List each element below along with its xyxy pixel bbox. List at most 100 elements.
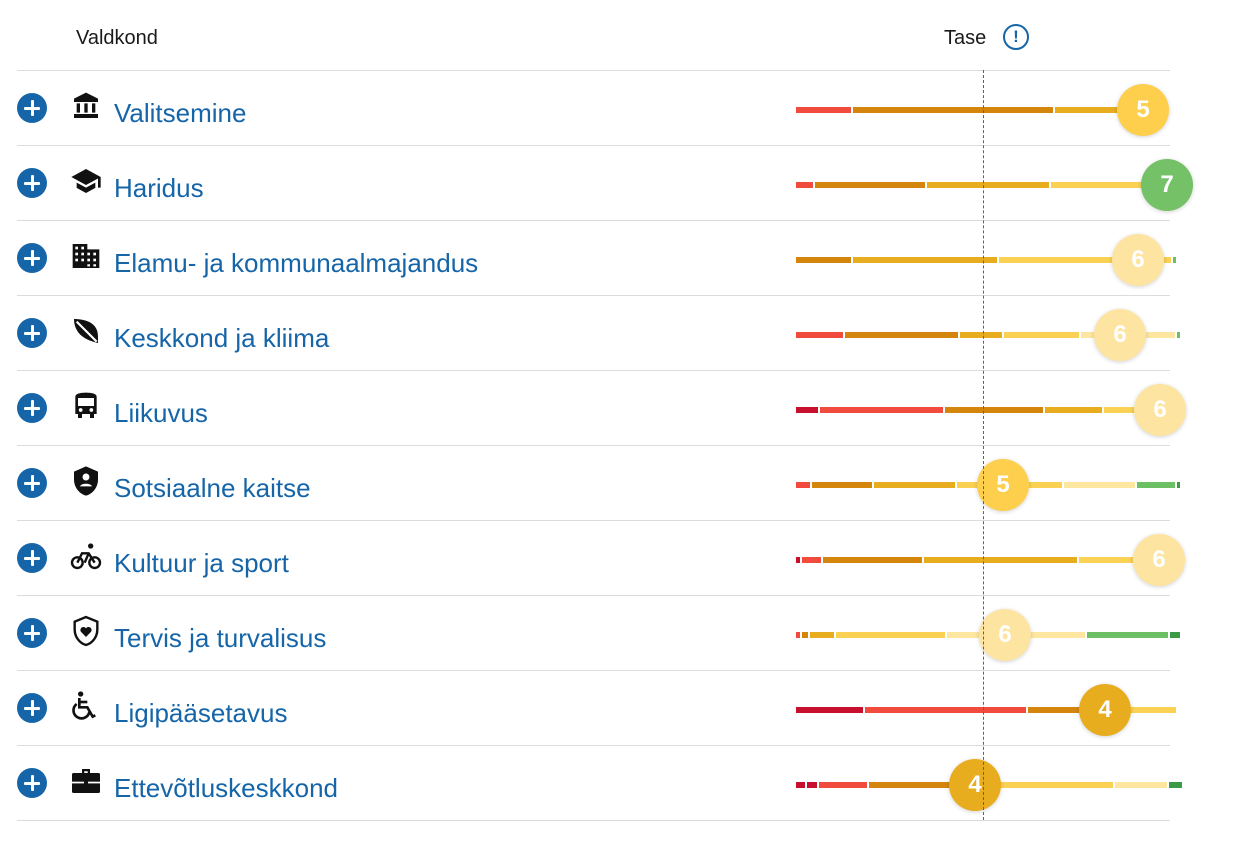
domain-label[interactable]: Valitsemine — [114, 98, 247, 128]
table-header: Valdkond Tase ! — [0, 0, 1249, 70]
bar-segment — [960, 332, 1002, 338]
domain-label[interactable]: Liikuvus — [114, 398, 208, 428]
column-header-domain: Valdkond — [76, 27, 158, 49]
bar-segment — [812, 482, 872, 488]
distribution-bar — [796, 557, 1178, 563]
bar-segment — [967, 782, 1113, 788]
table-row: Keskkond ja kliima 6 — [17, 296, 1180, 371]
shield-person-icon — [70, 465, 102, 497]
bar-segment — [1064, 482, 1135, 488]
government-building-icon — [70, 90, 102, 122]
bar-segment — [802, 632, 808, 638]
bar-segment — [1087, 632, 1168, 638]
bar-segment — [796, 782, 805, 788]
bar-segment — [869, 782, 965, 788]
bar-segment — [796, 407, 818, 413]
bar-segment — [1173, 257, 1176, 263]
expand-row-button[interactable] — [17, 543, 47, 573]
score-badge[interactable]: 5 — [977, 459, 1029, 511]
bar-segment — [1170, 632, 1180, 638]
expand-row-button[interactable] — [17, 618, 47, 648]
graduation-cap-icon — [70, 165, 102, 197]
domain-label[interactable]: Ligipääsetavus — [114, 698, 288, 728]
score-badge[interactable]: 6 — [1112, 234, 1164, 286]
bar-segment — [1182, 632, 1184, 638]
table-row: Haridus 7 — [17, 146, 1193, 221]
bar-segment — [999, 257, 1171, 263]
info-icon[interactable]: ! — [1003, 24, 1029, 50]
briefcase-icon — [70, 765, 102, 797]
bar-segment — [807, 782, 817, 788]
bar-segment — [815, 182, 925, 188]
domain-label[interactable]: Keskkond ja kliima — [114, 323, 330, 353]
bar-segment — [927, 182, 1049, 188]
score-badge[interactable]: 6 — [1133, 534, 1185, 586]
shield-heart-icon — [70, 615, 102, 647]
bar-segment — [796, 257, 851, 263]
bar-segment — [1055, 107, 1135, 113]
bar-segment — [796, 482, 810, 488]
bar-segment — [1045, 407, 1102, 413]
bar-segment — [1110, 707, 1176, 713]
domain-label[interactable]: Tervis ja turvalisus — [114, 623, 327, 653]
table-row: Tervis ja turvalisus 6 — [17, 596, 1184, 671]
expand-row-button[interactable] — [17, 168, 47, 198]
domain-label[interactable]: Haridus — [114, 173, 204, 203]
bus-icon — [70, 390, 102, 422]
score-badge[interactable]: 5 — [1117, 84, 1169, 136]
expand-row-button[interactable] — [17, 243, 47, 273]
table-row: Liikuvus 6 — [17, 371, 1186, 446]
score-badge[interactable]: 6 — [1134, 384, 1186, 436]
expand-row-button[interactable] — [17, 693, 47, 723]
expand-row-button[interactable] — [17, 318, 47, 348]
distribution-bar — [796, 707, 1176, 713]
expand-row-button[interactable] — [17, 768, 47, 798]
score-badge[interactable]: 4 — [949, 759, 1001, 811]
bar-segment — [1004, 332, 1079, 338]
table-row: Kultuur ja sport 6 — [17, 521, 1185, 596]
wheelchair-icon — [70, 690, 102, 722]
expand-row-button[interactable] — [17, 93, 47, 123]
bar-segment — [823, 557, 922, 563]
score-badge[interactable]: 6 — [1094, 309, 1146, 361]
bar-segment — [1028, 707, 1108, 713]
domain-table: Valitsemine 5 Haridus 7 Elamu- ja kommunaalm… — [17, 70, 1193, 821]
domain-label[interactable]: Ettevõtluskeskkond — [114, 773, 339, 803]
domain-label[interactable]: Sotsiaalne kaitse — [114, 473, 311, 503]
bar-segment — [796, 107, 851, 113]
distribution-bar — [796, 257, 1176, 263]
apartment-building-icon — [70, 240, 102, 272]
bar-segment — [853, 257, 997, 263]
expand-row-button[interactable] — [17, 393, 47, 423]
bar-segment — [796, 332, 843, 338]
bar-segment — [796, 707, 863, 713]
distribution-bar — [796, 782, 1182, 788]
score-badge[interactable]: 4 — [1079, 684, 1131, 736]
bar-segment — [796, 632, 800, 638]
bar-segment — [845, 332, 958, 338]
score-badge[interactable]: 7 — [1141, 159, 1193, 211]
bar-segment — [1177, 482, 1180, 488]
table-row: Ligipääsetavus 4 — [17, 671, 1176, 746]
bar-segment — [836, 632, 945, 638]
bar-segment — [810, 632, 834, 638]
bar-segment — [1137, 482, 1175, 488]
domain-label[interactable]: Elamu- ja kommunaalmajandus — [114, 248, 479, 278]
leaf-icon — [70, 315, 102, 347]
table-row: Sotsiaalne kaitse 5 — [17, 446, 1180, 521]
bar-segment — [1079, 557, 1178, 563]
column-header-level: Tase — [944, 27, 987, 49]
bicycle-icon — [70, 540, 102, 572]
expand-row-button[interactable] — [17, 468, 47, 498]
table-row: Ettevõtluskeskkond 4 — [17, 746, 1182, 821]
bar-segment — [796, 557, 800, 563]
table-row: Valitsemine 5 — [17, 71, 1170, 146]
bar-segment — [819, 782, 867, 788]
bar-segment — [865, 707, 1026, 713]
average-reference-line — [983, 70, 984, 820]
bar-segment — [1115, 782, 1167, 788]
bar-segment — [874, 482, 955, 488]
bar-segment — [1169, 782, 1182, 788]
score-badge[interactable]: 6 — [979, 609, 1031, 661]
domain-label[interactable]: Kultuur ja sport — [114, 548, 289, 578]
